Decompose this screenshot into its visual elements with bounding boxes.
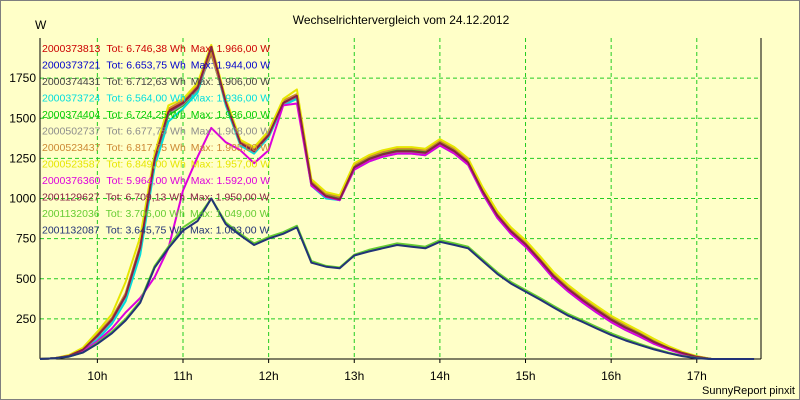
legend-total: Tot: 6.724,25 Wh bbox=[106, 109, 186, 121]
footer-credit: SunnyReport pinxit bbox=[702, 385, 795, 397]
y-tick-label: 1750 bbox=[9, 71, 36, 85]
y-tick-label: 250 bbox=[16, 312, 36, 326]
legend-entry: 2000523587 Tot: 6.849,00 Wh Max: 1.957,00 … bbox=[42, 159, 270, 171]
y-tick-label: 1000 bbox=[9, 192, 36, 206]
legend-entry: 2000502737 Tot: 6.677,75 Wh Max: 1.908,00 … bbox=[42, 126, 270, 138]
legend-total: Tot: 6.817,75 Wh bbox=[106, 142, 186, 154]
chart-title: Wechselrichtervergleich vom 24.12.2012 bbox=[293, 13, 510, 27]
legend-total: Tot: 6.677,75 Wh bbox=[106, 126, 186, 138]
x-tick-label: 13h bbox=[344, 369, 364, 383]
legend-id: 2000523587 bbox=[42, 159, 101, 171]
series-line-2000376360 bbox=[39, 102, 755, 360]
x-tick-label: 10h bbox=[87, 369, 107, 383]
legend-total: Tot: 6.849,00 Wh bbox=[106, 159, 186, 171]
legend-entry: 2000523437 Tot: 6.817,75 Wh Max: 1.905,00 … bbox=[42, 142, 270, 154]
legend-id: 2000373724 bbox=[42, 93, 101, 105]
legend-entry: 2001132087 Tot: 3.645,75 Wh Max: 1.003,00 … bbox=[42, 225, 269, 237]
legend-id: 2000373721 bbox=[42, 60, 101, 72]
legend-total: Tot: 6.653,75 Wh bbox=[106, 60, 186, 72]
legend-entry: 2001129627 Tot: 6.709,13 Wh Max: 1.950,00 … bbox=[42, 192, 269, 204]
legend-id: 2000374431 bbox=[42, 76, 101, 88]
axes: 250 500 750 1000 1250 1500 1750 10h 11h 12h 13h 14h… bbox=[9, 38, 762, 383]
legend-entry: 2000374404 Tot: 6.724,25 Wh Max: 1.936,00 … bbox=[42, 109, 270, 121]
series-line-2001132087 bbox=[39, 197, 755, 360]
legend-max: Max: 1.906,00 W bbox=[191, 76, 270, 88]
legend-id: 2001132087 bbox=[42, 225, 100, 237]
series-lines bbox=[39, 43, 755, 360]
series-line-2001129627 bbox=[39, 45, 755, 360]
legend-max: Max: 1.592,00 W bbox=[191, 175, 270, 187]
x-tick-label: 16h bbox=[601, 369, 621, 383]
legend-max: Max: 1.049,00 W bbox=[190, 208, 269, 220]
legend-entry: 2000373721 Tot: 6.653,75 Wh Max: 1.944,00 … bbox=[42, 60, 270, 72]
legend-max: Max: 1.957,00 W bbox=[191, 159, 270, 171]
legend-total: Tot: 3.706,00 Wh bbox=[106, 208, 186, 220]
legend-entry: 2000373724 Tot: 6.564,00 Wh Max: 1.936,00 … bbox=[42, 93, 270, 105]
legend-max: Max: 1.908,00 W bbox=[191, 126, 270, 138]
y-tick-label: 1250 bbox=[9, 151, 36, 165]
legend-max: Max: 1.950,00 W bbox=[190, 192, 269, 204]
legend-entry: 2000374431 Tot: 6.712,63 Wh Max: 1.906,00 … bbox=[42, 76, 270, 88]
legend-total: Tot: 6.712,63 Wh bbox=[106, 76, 186, 88]
legend-id: 2000374404 bbox=[42, 109, 101, 121]
y-axis-label: W bbox=[35, 18, 47, 32]
legend-entry: 2000373813 Tot: 6.746,38 Wh Max: 1.966,00 … bbox=[42, 43, 270, 55]
legend-id: 2001132036 bbox=[42, 208, 100, 220]
x-tick-label: 17h bbox=[687, 369, 707, 383]
series-line-2000523587 bbox=[39, 43, 755, 360]
legend-id: 2000376360 bbox=[42, 175, 101, 187]
y-tick-label: 750 bbox=[16, 232, 36, 246]
legend-max: Max: 1.936,00 W bbox=[191, 93, 270, 105]
legend-total: Tot: 6.564,00 Wh bbox=[106, 93, 186, 105]
legend-total: Tot: 6.746,38 Wh bbox=[106, 43, 186, 55]
legend-total: Tot: 5.964,00 Wh bbox=[106, 175, 186, 187]
legend-id: 2000523437 bbox=[42, 142, 101, 154]
x-tick-label: 14h bbox=[430, 369, 450, 383]
x-tick-label: 11h bbox=[173, 369, 192, 383]
grid-lines bbox=[40, 38, 761, 359]
y-tick-label: 1500 bbox=[9, 111, 36, 125]
legend-id: 2001129627 bbox=[42, 192, 100, 204]
x-tick-label: 15h bbox=[516, 369, 536, 383]
legend-max: Max: 1.905,00 W bbox=[191, 142, 270, 154]
legend-total: Tot: 6.709,13 Wh bbox=[106, 192, 186, 204]
legend-max: Max: 1.944,00 W bbox=[191, 60, 270, 72]
legend-max: Max: 1.936,00 W bbox=[191, 109, 270, 121]
legend-max: Max: 1.966,00 W bbox=[191, 43, 270, 55]
legend-id: 2000502737 bbox=[42, 126, 101, 138]
legend-entry: 2001132036 Tot: 3.706,00 Wh Max: 1.049,00 … bbox=[42, 208, 269, 220]
legend: 2000373813 Tot: 6.746,38 Wh Max: 1.966,00 … bbox=[42, 43, 270, 237]
y-tick-label: 500 bbox=[16, 272, 36, 286]
legend-max: Max: 1.003,00 W bbox=[190, 225, 269, 237]
legend-entry: 2000376360 Tot: 5.964,00 Wh Max: 1.592,00 … bbox=[42, 175, 270, 187]
x-tick-label: 12h bbox=[259, 369, 279, 383]
legend-id: 2000373813 bbox=[42, 43, 101, 55]
legend-total: Tot: 3.645,75 Wh bbox=[106, 225, 186, 237]
